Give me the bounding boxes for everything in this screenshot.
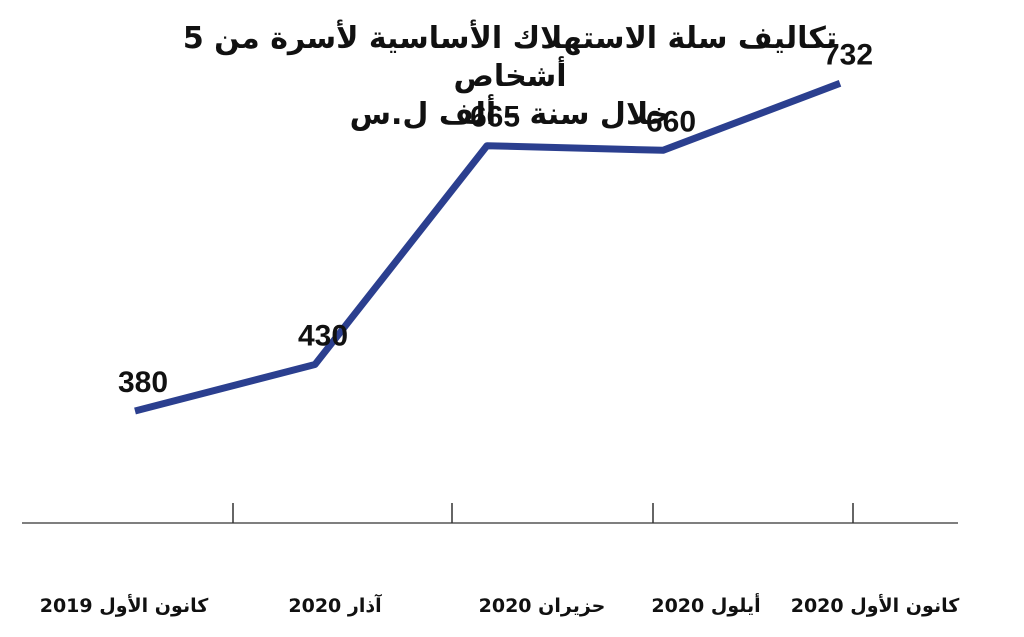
data-label: 665 [470,101,520,134]
data-label: 380 [118,366,168,399]
data-label: 430 [298,319,348,352]
series-line [134,80,842,415]
chart-title: تكاليف سلة الاستهلاك الأساسية لأسرة من 5… [150,20,870,134]
data-label: 660 [646,105,696,138]
x-tick-label: أيلول 2020 [651,593,760,617]
x-tick-label: آذار 2020 [288,593,382,617]
chart-title-line: تكاليف سلة الاستهلاك الأساسية لأسرة من 5… [182,21,838,94]
chart-subtitle: خلال سنة - ألف ل.س [349,97,671,132]
x-tick-label: كانون الأول 2020 [791,594,960,617]
x-tick-label: حزيران 2020 [479,595,606,617]
data-label: 732 [823,38,873,71]
x-tick-label: كانون الأول 2019 [40,594,209,617]
